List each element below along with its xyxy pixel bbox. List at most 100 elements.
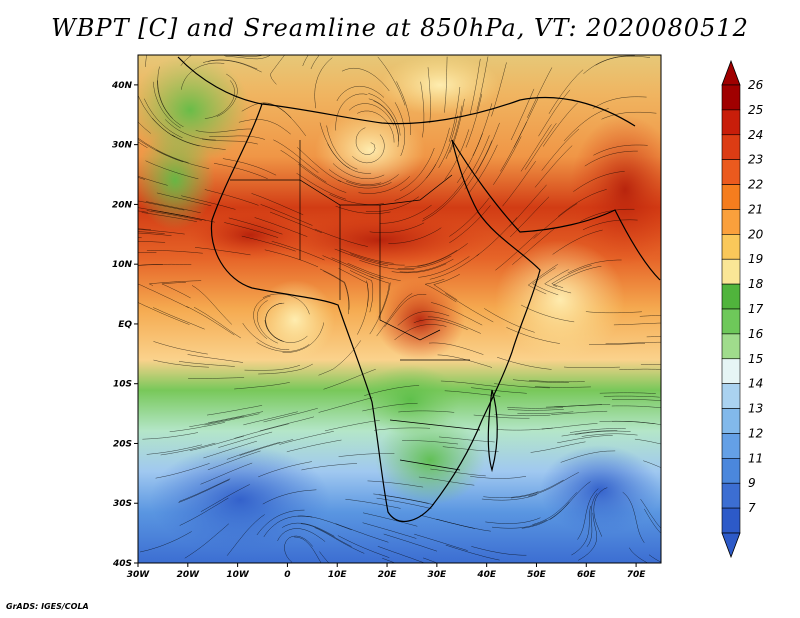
streamline xyxy=(355,127,376,155)
streamline xyxy=(262,489,317,505)
streamline xyxy=(561,430,618,437)
streamline xyxy=(444,56,448,113)
colorbar-label: 14 xyxy=(748,377,763,391)
lat-tick-label: 10S xyxy=(113,380,132,390)
streamline xyxy=(145,160,199,180)
streamline xyxy=(264,249,319,268)
colorbar-swatch xyxy=(721,507,741,534)
streamline xyxy=(314,228,368,247)
streamline xyxy=(420,81,425,138)
lon-tick-label: 30E xyxy=(428,570,448,580)
streamline xyxy=(437,354,493,368)
streamline xyxy=(138,263,192,266)
streamline xyxy=(581,433,638,437)
streamline xyxy=(202,59,258,70)
streamline xyxy=(648,554,661,563)
streamline xyxy=(583,55,635,74)
streamline xyxy=(189,415,245,427)
streamline xyxy=(528,380,585,383)
streamline xyxy=(422,180,464,220)
streamline xyxy=(188,377,245,379)
streamline xyxy=(554,404,611,408)
streamline xyxy=(640,364,661,365)
streamline xyxy=(270,55,285,85)
streamline xyxy=(580,208,635,222)
streamline xyxy=(234,423,289,439)
streamline xyxy=(440,380,497,387)
streamline xyxy=(359,259,415,270)
streamline xyxy=(358,176,410,194)
streamline xyxy=(483,491,539,498)
streamline xyxy=(213,162,268,180)
lon-tick-label: 0 xyxy=(284,570,290,580)
streamline xyxy=(495,233,538,271)
streamline xyxy=(544,269,572,294)
streamline xyxy=(469,58,481,115)
streamline xyxy=(574,430,631,435)
streamline xyxy=(423,557,438,563)
streamline xyxy=(348,103,394,126)
streamline xyxy=(138,210,149,213)
streamline xyxy=(145,55,147,67)
streamline xyxy=(256,509,305,536)
streamline xyxy=(588,343,646,345)
streamline xyxy=(599,392,656,394)
lat-tick-label: 40S xyxy=(112,559,132,569)
streamline xyxy=(362,512,418,527)
streamline xyxy=(563,366,620,368)
streamline xyxy=(471,387,527,394)
streamline xyxy=(383,533,438,552)
streamline xyxy=(310,55,320,70)
streamline xyxy=(517,411,574,414)
streamline xyxy=(438,436,495,443)
streamline xyxy=(273,139,319,173)
colorbar-label: 24 xyxy=(748,128,763,142)
streamline xyxy=(286,439,342,453)
streamline xyxy=(418,256,470,278)
streamline xyxy=(592,96,647,109)
streamline xyxy=(298,163,347,193)
streamline xyxy=(551,265,592,289)
streamline xyxy=(319,268,350,310)
streamline xyxy=(619,368,661,370)
streamline xyxy=(148,280,202,286)
streamline xyxy=(296,173,346,200)
streamline xyxy=(314,527,365,554)
streamline xyxy=(323,270,350,315)
streamline xyxy=(218,431,273,448)
streamline xyxy=(542,102,578,147)
streamline xyxy=(449,205,491,243)
streamline xyxy=(502,160,536,207)
streamline xyxy=(234,382,290,390)
streamline xyxy=(322,255,374,279)
streamline xyxy=(368,98,399,142)
streamline xyxy=(378,494,434,505)
streamline xyxy=(152,81,181,129)
streamline xyxy=(399,147,435,192)
streamline xyxy=(263,407,318,423)
streamline xyxy=(396,81,411,136)
streamline xyxy=(567,259,622,274)
chart-title: WBPT [C] and Sreamline at 850hPa, VT: 20… xyxy=(51,14,749,42)
streamline xyxy=(611,420,661,425)
streamline xyxy=(338,268,369,307)
streamline xyxy=(271,241,325,261)
streamline xyxy=(577,488,599,540)
colorbar-swatch xyxy=(721,358,741,384)
streamline xyxy=(297,147,342,183)
streamline xyxy=(421,184,464,222)
streamline xyxy=(332,163,385,180)
streamline xyxy=(445,293,494,323)
colorbar-swatch xyxy=(721,283,741,310)
streamline xyxy=(347,262,401,281)
streamline xyxy=(558,189,607,217)
lat-tick-label: 30N xyxy=(112,141,133,151)
streamline xyxy=(449,197,490,237)
colorbar-swatch xyxy=(721,408,741,434)
streamline xyxy=(251,193,304,216)
streamline xyxy=(418,476,475,486)
streamline xyxy=(534,386,591,388)
colorbar-swatch xyxy=(721,134,741,160)
lon-tick-label: 60E xyxy=(577,570,597,580)
